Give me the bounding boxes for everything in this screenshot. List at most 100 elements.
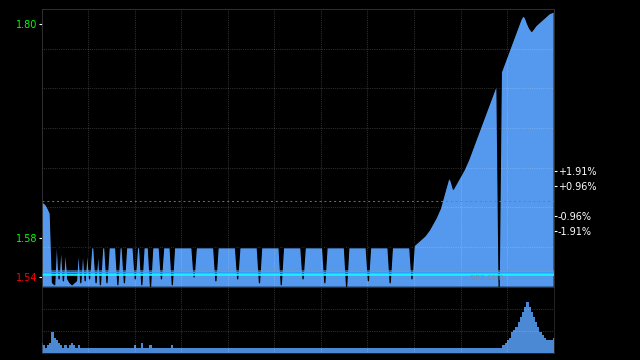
Bar: [391, 348, 394, 353]
Bar: [389, 348, 391, 353]
Bar: [324, 348, 326, 353]
Bar: [372, 348, 374, 353]
Bar: [398, 348, 400, 353]
Bar: [234, 348, 237, 353]
Bar: [385, 348, 387, 353]
Bar: [337, 348, 339, 353]
Bar: [526, 302, 529, 353]
Bar: [271, 348, 274, 353]
Bar: [355, 348, 356, 353]
Bar: [280, 348, 282, 353]
Bar: [51, 332, 54, 353]
Bar: [533, 317, 535, 353]
Bar: [422, 348, 424, 353]
Bar: [550, 340, 552, 353]
Bar: [167, 348, 169, 353]
Bar: [132, 348, 134, 353]
Bar: [287, 348, 289, 353]
Bar: [77, 345, 80, 353]
Bar: [173, 348, 175, 353]
Bar: [156, 348, 158, 353]
Bar: [496, 348, 498, 353]
Bar: [276, 348, 278, 353]
Text: sina.com: sina.com: [469, 273, 504, 282]
Bar: [127, 348, 130, 353]
Bar: [97, 348, 99, 353]
Bar: [361, 348, 363, 353]
Bar: [343, 348, 346, 353]
Bar: [259, 348, 260, 353]
Bar: [445, 348, 448, 353]
Bar: [69, 345, 71, 353]
Bar: [263, 348, 265, 353]
Bar: [537, 327, 540, 353]
Bar: [492, 348, 493, 353]
Bar: [444, 348, 445, 353]
Bar: [141, 343, 143, 353]
Bar: [60, 345, 62, 353]
Bar: [104, 348, 106, 353]
Bar: [450, 348, 452, 353]
Bar: [150, 345, 152, 353]
Bar: [298, 348, 300, 353]
Bar: [285, 348, 287, 353]
Bar: [147, 348, 150, 353]
Bar: [237, 348, 239, 353]
Bar: [402, 348, 404, 353]
Bar: [182, 348, 184, 353]
Bar: [282, 348, 285, 353]
Bar: [544, 338, 546, 353]
Bar: [413, 348, 415, 353]
Bar: [424, 348, 426, 353]
Bar: [71, 343, 73, 353]
Bar: [47, 345, 49, 353]
Bar: [145, 348, 147, 353]
Bar: [219, 348, 221, 353]
Bar: [509, 338, 511, 353]
Bar: [164, 348, 167, 353]
Bar: [470, 348, 472, 353]
Bar: [487, 348, 490, 353]
Bar: [315, 348, 317, 353]
Bar: [552, 338, 555, 353]
Bar: [394, 348, 396, 353]
Bar: [230, 348, 232, 353]
Bar: [274, 348, 276, 353]
Bar: [524, 307, 526, 353]
Bar: [378, 348, 380, 353]
Bar: [102, 348, 104, 353]
Bar: [428, 348, 431, 353]
Bar: [529, 307, 531, 353]
Bar: [380, 348, 383, 353]
Bar: [335, 348, 337, 353]
Bar: [45, 348, 47, 353]
Bar: [363, 348, 365, 353]
Bar: [136, 348, 138, 353]
Bar: [217, 348, 219, 353]
Bar: [88, 348, 91, 353]
Bar: [332, 348, 335, 353]
Bar: [291, 348, 293, 353]
Bar: [189, 348, 191, 353]
Bar: [108, 348, 110, 353]
Bar: [346, 348, 348, 353]
Bar: [86, 348, 88, 353]
Bar: [154, 348, 156, 353]
Bar: [459, 348, 461, 353]
Bar: [461, 348, 463, 353]
Bar: [300, 348, 302, 353]
Bar: [193, 348, 195, 353]
Bar: [67, 348, 69, 353]
Bar: [383, 348, 385, 353]
Bar: [531, 312, 533, 353]
Bar: [302, 348, 304, 353]
Bar: [400, 348, 402, 353]
Bar: [490, 348, 492, 353]
Bar: [65, 345, 67, 353]
Bar: [387, 348, 389, 353]
Bar: [513, 330, 515, 353]
Bar: [481, 348, 483, 353]
Bar: [91, 348, 93, 353]
Bar: [49, 343, 51, 353]
Bar: [278, 348, 280, 353]
